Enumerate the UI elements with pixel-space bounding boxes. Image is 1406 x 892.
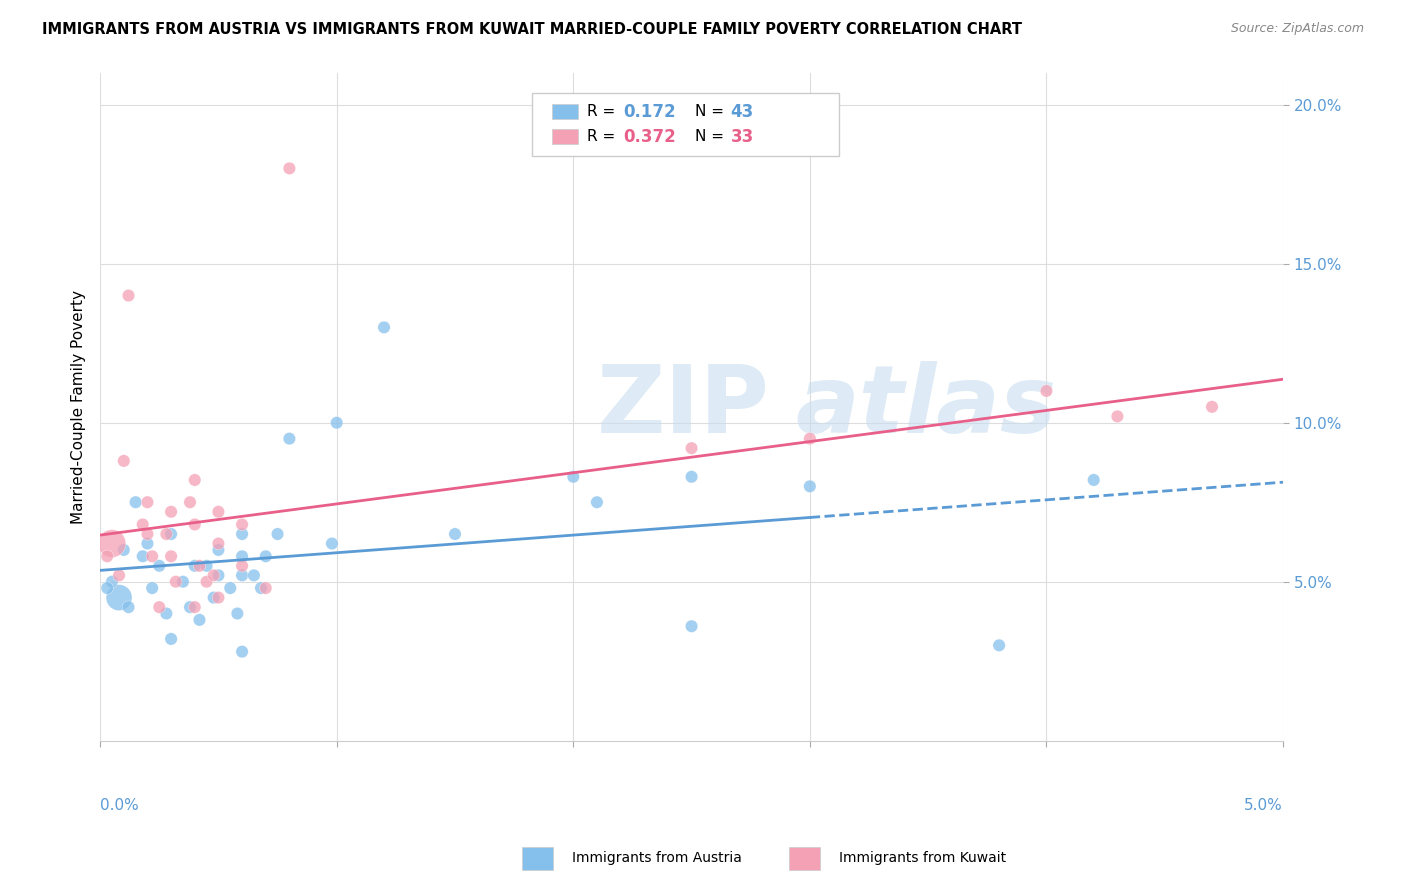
Point bbox=[108, 591, 131, 605]
Point bbox=[112, 454, 135, 468]
Text: N =: N = bbox=[695, 104, 728, 119]
Text: 0.372: 0.372 bbox=[623, 128, 676, 145]
Text: Immigrants from Kuwait: Immigrants from Kuwait bbox=[839, 851, 1007, 865]
Point bbox=[278, 161, 301, 176]
Point bbox=[188, 613, 211, 627]
Point bbox=[184, 558, 207, 573]
Point bbox=[799, 479, 821, 493]
Point bbox=[207, 568, 229, 582]
Text: Immigrants from Austria: Immigrants from Austria bbox=[572, 851, 742, 865]
Text: R =: R = bbox=[588, 129, 620, 144]
Point bbox=[179, 495, 201, 509]
Text: ▪: ▪ bbox=[799, 844, 818, 872]
Point bbox=[562, 470, 585, 484]
Point bbox=[184, 600, 207, 615]
Point bbox=[278, 432, 301, 446]
Point bbox=[172, 574, 194, 589]
Text: 33: 33 bbox=[731, 128, 754, 145]
Point bbox=[148, 558, 170, 573]
Point bbox=[231, 558, 253, 573]
Point bbox=[117, 600, 139, 615]
Point bbox=[231, 549, 253, 564]
Point bbox=[160, 505, 183, 519]
Point bbox=[207, 505, 229, 519]
Point bbox=[799, 432, 821, 446]
Point bbox=[165, 574, 187, 589]
Point bbox=[195, 558, 218, 573]
Point bbox=[681, 619, 703, 633]
Point bbox=[219, 581, 242, 595]
Point bbox=[96, 581, 118, 595]
Point bbox=[184, 473, 207, 487]
Y-axis label: Married-Couple Family Poverty: Married-Couple Family Poverty bbox=[72, 290, 86, 524]
Point bbox=[141, 549, 163, 564]
Point bbox=[155, 527, 177, 541]
Point bbox=[117, 288, 139, 302]
Point bbox=[124, 495, 146, 509]
Point bbox=[96, 549, 118, 564]
Text: R =: R = bbox=[588, 104, 620, 119]
Point bbox=[207, 591, 229, 605]
Text: IMMIGRANTS FROM AUSTRIA VS IMMIGRANTS FROM KUWAIT MARRIED-COUPLE FAMILY POVERTY : IMMIGRANTS FROM AUSTRIA VS IMMIGRANTS FR… bbox=[42, 22, 1022, 37]
Point bbox=[243, 568, 266, 582]
Point bbox=[184, 517, 207, 532]
FancyBboxPatch shape bbox=[553, 104, 578, 119]
Text: 5.0%: 5.0% bbox=[1244, 798, 1284, 813]
Text: 43: 43 bbox=[731, 103, 754, 120]
Point bbox=[160, 632, 183, 646]
Point bbox=[160, 527, 183, 541]
Point bbox=[155, 607, 177, 621]
Point bbox=[202, 568, 225, 582]
Point bbox=[188, 558, 211, 573]
Point bbox=[132, 549, 155, 564]
Point bbox=[1107, 409, 1129, 424]
Text: 0.0%: 0.0% bbox=[100, 798, 139, 813]
Point bbox=[231, 527, 253, 541]
Point bbox=[1083, 473, 1105, 487]
Point bbox=[444, 527, 467, 541]
Point bbox=[136, 527, 159, 541]
Point bbox=[681, 441, 703, 455]
Point bbox=[136, 495, 159, 509]
Point bbox=[325, 416, 347, 430]
Point bbox=[112, 542, 135, 557]
Point bbox=[250, 581, 273, 595]
Point bbox=[179, 600, 201, 615]
Point bbox=[148, 600, 170, 615]
Point bbox=[101, 536, 124, 550]
Point bbox=[266, 527, 288, 541]
Text: 0.172: 0.172 bbox=[623, 103, 675, 120]
Point bbox=[132, 517, 155, 532]
Point bbox=[141, 581, 163, 595]
Point bbox=[373, 320, 395, 334]
Point bbox=[231, 645, 253, 659]
Point bbox=[586, 495, 609, 509]
Point bbox=[988, 638, 1011, 652]
FancyBboxPatch shape bbox=[531, 93, 839, 156]
Point bbox=[226, 607, 249, 621]
Point bbox=[321, 536, 343, 550]
Point bbox=[254, 549, 277, 564]
Point bbox=[231, 568, 253, 582]
Point bbox=[136, 536, 159, 550]
Point bbox=[195, 574, 218, 589]
Point bbox=[108, 568, 131, 582]
Text: N =: N = bbox=[695, 129, 728, 144]
Point bbox=[202, 591, 225, 605]
Point bbox=[101, 574, 124, 589]
Point bbox=[254, 581, 277, 595]
Point bbox=[207, 542, 229, 557]
Text: Source: ZipAtlas.com: Source: ZipAtlas.com bbox=[1230, 22, 1364, 36]
Point bbox=[1201, 400, 1223, 414]
Point bbox=[681, 470, 703, 484]
Text: ZIP: ZIP bbox=[598, 361, 770, 453]
Point bbox=[160, 549, 183, 564]
Point bbox=[231, 517, 253, 532]
Text: ▪: ▪ bbox=[531, 844, 551, 872]
Point bbox=[1035, 384, 1057, 398]
FancyBboxPatch shape bbox=[553, 129, 578, 144]
Point bbox=[207, 536, 229, 550]
Text: atlas: atlas bbox=[796, 361, 1057, 453]
